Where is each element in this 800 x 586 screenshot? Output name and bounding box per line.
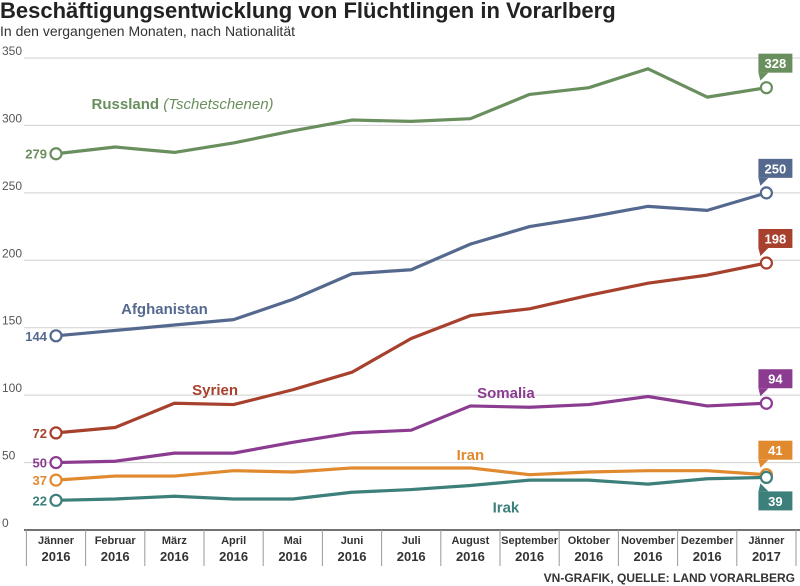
end-value-box	[758, 440, 793, 460]
series-irak: 22 39 Irak	[33, 470, 793, 516]
data-point	[759, 256, 774, 270]
series-name-note: (Tschetschenen)	[159, 96, 274, 113]
series-line-somalia	[54, 394, 769, 465]
x-tick-label: Juni	[341, 535, 364, 547]
series-afghanistan: 144 250 Afghanistan	[25, 158, 793, 344]
end-value-box	[758, 491, 793, 511]
data-point	[759, 81, 774, 95]
start-value-label: 22	[33, 493, 47, 508]
end-value-callout: 94	[758, 369, 793, 397]
y-tick-label: 100	[2, 381, 22, 395]
y-tick-label: 200	[2, 246, 22, 260]
x-tick-label: 2016	[219, 549, 248, 564]
end-value-pointer	[758, 72, 769, 81]
y-tick-label: 150	[2, 314, 22, 328]
x-tick-label: Februar	[95, 535, 137, 547]
x-tick-label: 2017	[752, 549, 781, 564]
end-value-label: 39	[768, 494, 782, 509]
x-tick-label: September	[501, 535, 559, 547]
x-tick-label: August	[451, 535, 489, 547]
x-tick-label: Mai	[284, 535, 302, 547]
source-note: VN-GRAFIK, QUELLE: LAND VORARLBERG	[544, 571, 795, 585]
end-value-callout: 198	[758, 228, 793, 256]
end-value-box	[758, 158, 793, 178]
end-value-label: 198	[765, 231, 787, 246]
x-tick-label: 2016	[397, 549, 426, 564]
x-tick-label: 2016	[634, 549, 663, 564]
x-tick-label: 2016	[160, 549, 189, 564]
series-line-russland	[54, 67, 769, 156]
data-point	[49, 426, 63, 440]
x-tick-label: März	[162, 535, 188, 547]
series-syrien: 72 198 Syrien	[33, 228, 793, 441]
series-russland: 279 328 Russland (Tschetschenen)	[25, 53, 793, 162]
y-tick-label: 0	[2, 516, 9, 530]
end-value-callout: 41	[758, 440, 793, 468]
end-value-pointer	[758, 247, 769, 256]
data-point	[759, 396, 774, 410]
end-value-label: 41	[768, 443, 782, 458]
series-line-irak	[54, 475, 769, 502]
start-value-label: 144	[25, 329, 47, 344]
y-tick-label: 300	[2, 111, 22, 125]
end-value-callout: 328	[758, 53, 793, 81]
series-name-label: Syrien	[192, 382, 238, 399]
end-value-pointer	[758, 483, 769, 492]
x-tick-label: 2016	[278, 549, 307, 564]
x-tick-label: Dezember	[681, 535, 734, 547]
x-tick-label: Oktober	[568, 535, 611, 547]
x-tick-label: 2016	[338, 549, 367, 564]
chart-title: Beschäftigungsentwicklung von Flüchtling…	[0, 0, 616, 23]
x-tick-label: Jänner	[748, 535, 785, 547]
x-tick-label: Juli	[402, 535, 421, 547]
x-axis: Jänner 2016 Februar 2016 März 2016 April 2016 Ma…	[24, 529, 800, 566]
end-value-pointer	[758, 388, 769, 397]
y-tick-label: 350	[2, 44, 22, 58]
series-name-label: Afghanistan	[121, 301, 208, 318]
end-value-label: 328	[765, 56, 787, 71]
end-value-callout: 39	[758, 483, 793, 511]
x-tick-label: November	[621, 535, 676, 547]
start-value-label: 72	[33, 426, 47, 441]
end-value-callout: 250	[758, 158, 793, 186]
series-name-label: Irak	[493, 499, 520, 516]
x-tick-label: Jänner	[38, 535, 75, 547]
series-line-syrien	[54, 261, 769, 435]
x-tick-label: April	[221, 535, 246, 547]
x-tick-label: 2016	[456, 549, 485, 564]
data-point	[49, 493, 63, 507]
start-value-label: 37	[33, 473, 47, 488]
y-tick-label: 50	[2, 449, 16, 463]
chart-subtitle: In den vergangenen Monaten, nach Nationa…	[0, 23, 295, 39]
start-value-label: 50	[33, 456, 47, 471]
end-value-box	[758, 53, 793, 73]
end-value-pointer	[758, 459, 769, 468]
series-line-iran	[54, 466, 769, 482]
series-name-label: Iran	[457, 447, 485, 464]
series-name-label: Somalia	[477, 385, 535, 402]
end-value-label: 250	[765, 161, 787, 176]
start-value-label: 279	[25, 147, 47, 162]
data-point	[49, 473, 63, 487]
x-tick-label: 2016	[515, 549, 544, 564]
end-value-label: 94	[768, 372, 783, 387]
data-point	[49, 147, 63, 161]
series-name-label: Russland (Tschetschenen)	[92, 96, 274, 113]
end-value-pointer	[758, 177, 769, 186]
x-tick-label: 2016	[42, 549, 71, 564]
data-point	[49, 455, 63, 470]
x-tick-label: 2016	[574, 549, 603, 564]
y-tick-label: 250	[2, 179, 22, 193]
data-point	[759, 470, 774, 485]
end-value-box	[758, 228, 793, 248]
series-somalia: 50 94 Somalia	[33, 369, 793, 471]
x-tick-label: 2016	[693, 549, 722, 564]
data-point	[49, 329, 63, 343]
end-value-box	[758, 369, 793, 389]
data-point	[759, 186, 774, 200]
grid-lines: 0 50 100 150 200 250 300 350	[2, 44, 800, 530]
x-tick-label: 2016	[101, 549, 130, 564]
series-line-afghanistan	[54, 191, 769, 338]
